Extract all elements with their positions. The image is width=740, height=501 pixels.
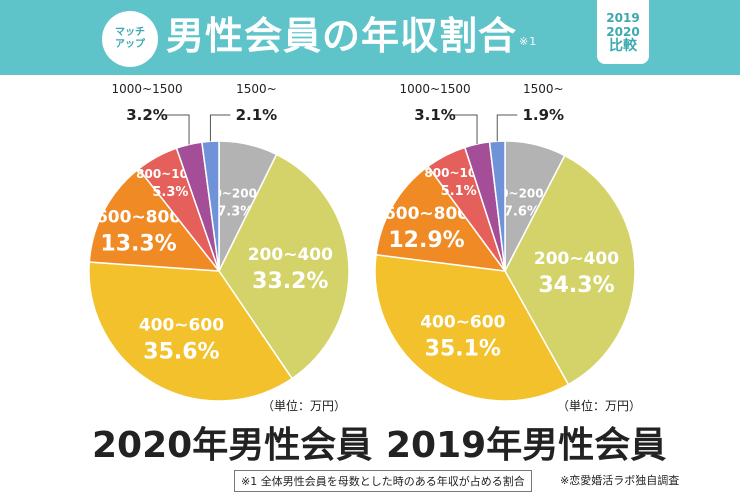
title-note: ※1 bbox=[519, 35, 538, 48]
title-text: 男性会員の年収割合 bbox=[166, 14, 518, 58]
pie-slice-0-1 bbox=[218, 153, 350, 380]
slice-1-0-value: 7.6% bbox=[504, 205, 540, 220]
slice-0-6-value: 2.1% bbox=[236, 106, 278, 124]
pie-slice-0-2 bbox=[88, 261, 294, 402]
slice-1-2-label: 400~600 bbox=[420, 312, 505, 332]
pie-slice-1-2 bbox=[374, 253, 570, 402]
year2: 2020 bbox=[606, 25, 640, 39]
caption-2020: 2020年男性会員 bbox=[92, 425, 373, 466]
header-banner: マッチ アップ 男性会員の年収割合 ※1 2019 2020 比較 bbox=[0, 0, 740, 75]
slice-1-5-leader bbox=[447, 114, 478, 145]
slice-0-2-label: 400~600 bbox=[139, 315, 224, 335]
slice-1-3-value: 12.9% bbox=[388, 228, 464, 253]
slice-1-5-label: 1000~1500 bbox=[399, 82, 470, 96]
slice-1-6-value: 1.9% bbox=[522, 106, 564, 124]
slice-0-0-label: 0~200 bbox=[214, 186, 257, 200]
unit-label-2020: （単位：万円） bbox=[262, 399, 347, 413]
year1: 2019 bbox=[606, 11, 640, 25]
logo-line2: アップ bbox=[115, 39, 145, 50]
slice-1-1-label: 200~400 bbox=[534, 249, 619, 269]
slice-0-4-value: 5.3% bbox=[152, 185, 188, 200]
year-compare-badge: 2019 2020 比較 bbox=[597, 0, 649, 64]
slice-1-1-value: 34.3% bbox=[538, 273, 614, 298]
pie-slice-1-6 bbox=[488, 140, 506, 272]
slice-0-5-leader bbox=[159, 114, 190, 145]
slice-0-3-value: 13.3% bbox=[100, 231, 176, 256]
slice-0-5-value: 3.2% bbox=[126, 106, 168, 124]
brand-logo: マッチ アップ bbox=[102, 11, 158, 67]
footnote: ※1 全体男性会員を母数とした時のある年収が占める割合 bbox=[234, 470, 532, 492]
slice-0-0-value: 7.3% bbox=[217, 204, 253, 219]
unit-label-2019: （単位：万円） bbox=[557, 399, 642, 413]
pie-slice-0-6 bbox=[201, 140, 220, 272]
pie-slice-1-1 bbox=[504, 154, 636, 386]
slice-0-6-label: 1500~ bbox=[236, 82, 277, 96]
slice-0-6-leader bbox=[209, 114, 231, 142]
caption-2019: 2019年男性会員 bbox=[386, 425, 667, 466]
slice-0-3-label: 600~800 bbox=[96, 207, 181, 227]
slice-1-2-value: 35.1% bbox=[425, 336, 501, 361]
slice-0-1-label: 200~400 bbox=[248, 245, 333, 265]
pie-slice-1-3 bbox=[375, 165, 507, 272]
logo-line1: マッチ bbox=[115, 27, 145, 38]
slice-0-1-value: 33.2% bbox=[252, 269, 328, 294]
slice-1-6-leader bbox=[496, 114, 518, 142]
pie-slice-0-3 bbox=[88, 167, 221, 272]
slice-1-4-value: 5.1% bbox=[441, 184, 477, 199]
slice-0-5-label: 1000~1500 bbox=[111, 82, 182, 96]
source-note: ※恋愛婚活ラボ独自調査 bbox=[560, 474, 680, 487]
slice-1-5-value: 3.1% bbox=[414, 106, 456, 124]
page-title: 男性会員の年収割合 ※1 bbox=[166, 14, 537, 58]
slice-1-6-label: 1500~ bbox=[523, 82, 564, 96]
slice-1-3-label: 600~800 bbox=[384, 204, 469, 224]
slice-0-2-value: 35.6% bbox=[143, 339, 219, 364]
compare-label: 比較 bbox=[609, 38, 637, 54]
slice-1-0-label: 0~200 bbox=[500, 187, 543, 201]
